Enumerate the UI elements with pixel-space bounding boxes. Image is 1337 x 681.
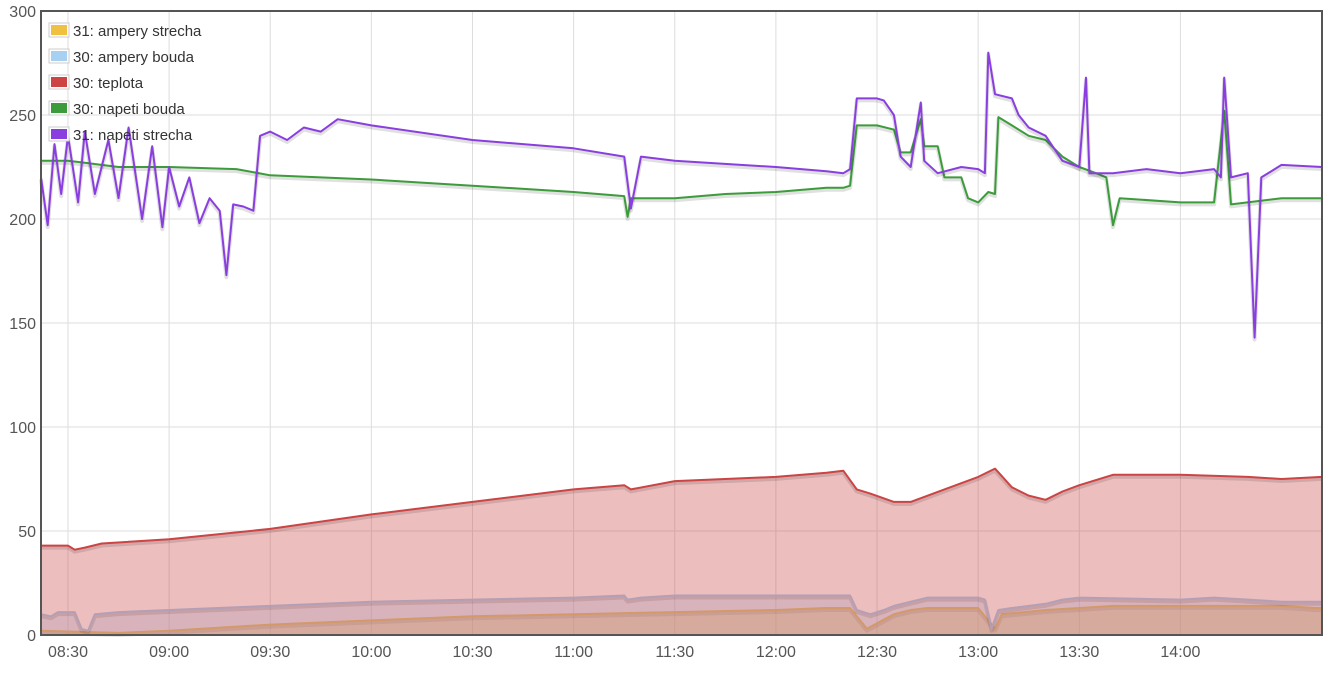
x-tick-label: 09:00 [149, 644, 189, 661]
series-area [41, 595, 1322, 635]
x-tick-label: 08:30 [48, 644, 88, 661]
y-tick-label: 200 [9, 212, 36, 229]
series-line-shadow [40, 605, 1322, 637]
legend-label: 31: ampery strecha [73, 23, 202, 40]
x-tick-label: 13:30 [1059, 644, 1099, 661]
x-tick-label: 10:30 [452, 644, 492, 661]
legend-label: 30: ampery bouda [73, 49, 195, 66]
series-teplota [41, 467, 1323, 635]
series-area [41, 468, 1322, 635]
grid-lines [41, 10, 1322, 636]
x-tick-label: 11:00 [554, 644, 593, 661]
y-tick-label: 100 [9, 420, 36, 437]
y-tick-label: 150 [9, 316, 36, 333]
series-line [40, 604, 1322, 634]
x-tick-label: 12:00 [756, 644, 796, 661]
x-tick-label: 09:30 [250, 644, 290, 661]
series-layer [39, 51, 1323, 637]
legend-item: 30: teplota [48, 74, 144, 92]
legend-item: 30: ampery bouda [48, 48, 195, 66]
legend-swatch [51, 77, 67, 87]
legend-swatch [51, 103, 67, 113]
legend-label: 30: teplota [73, 75, 144, 92]
legend-item: 31: napeti strecha [48, 126, 193, 144]
y-tick-label: 0 [27, 628, 36, 645]
legend: 31: ampery strecha 30: ampery bouda 30: te… [48, 22, 202, 144]
legend-swatch [51, 129, 67, 139]
x-tick-label: 10:00 [351, 644, 391, 661]
series-ampery-strecha [40, 604, 1322, 637]
series-line [41, 467, 1323, 551]
legend-item: 30: napeti bouda [48, 100, 185, 118]
y-tick-label: 250 [9, 108, 36, 125]
y-tick-label: 300 [9, 4, 36, 21]
series-ampery-bouda [40, 594, 1322, 635]
x-tick-label: 14:00 [1160, 644, 1200, 661]
series-area [41, 605, 1322, 635]
series-line [40, 51, 1323, 339]
x-tick-label: 13:00 [958, 644, 998, 661]
legend-item: 31: ampery strecha [48, 22, 202, 40]
series-napeti-strecha [39, 51, 1323, 342]
series-line [40, 594, 1322, 632]
series-line-shadow [41, 468, 1323, 554]
x-axis-ticks: 08:30 09:00 09:30 10:00 10:30 11:00 11:30 12:00… [48, 644, 1201, 661]
plot-frame [40, 10, 1323, 636]
legend-swatch [51, 51, 67, 61]
legend-label: 30: napeti bouda [73, 101, 185, 118]
x-tick-label: 11:30 [655, 644, 694, 661]
legend-label: 31: napeti strecha [73, 127, 193, 144]
x-tick-label: 12:30 [857, 644, 897, 661]
y-axis-ticks: 0 50 100 150 200 250 300 [9, 4, 36, 645]
legend-swatch [51, 25, 67, 35]
y-tick-label: 50 [18, 524, 36, 541]
